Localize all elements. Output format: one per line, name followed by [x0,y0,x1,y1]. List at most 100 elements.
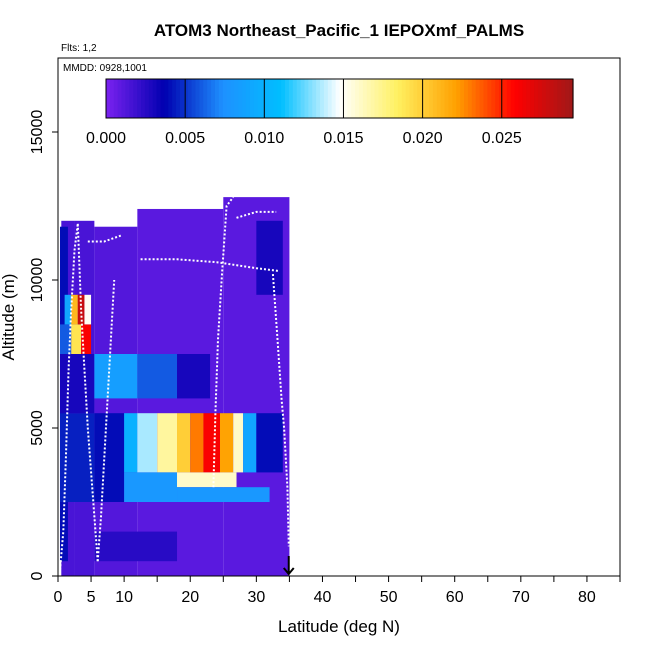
x-tick-label-7: 60 [446,589,464,606]
colorbar-swatch-80 [417,79,422,118]
colorbar-swatch-87 [444,79,450,118]
colorbar-swatch-50 [300,79,306,118]
colorbar-swatch-81 [421,79,426,118]
heatmap-cell-23 [190,413,204,473]
heatmap-cell-7 [59,354,95,414]
heatmap-cell-20 [137,413,158,473]
colorbar-swatch-82 [425,79,430,118]
colorbar-swatch-89 [452,79,457,118]
heatmap-cell-19 [124,413,138,473]
flight-track-segment-2 [96,279,116,562]
colorbar-swatch-71 [382,79,387,118]
x-tick-label-0: 0 [54,589,63,606]
colorbar-swatch-37 [249,79,255,118]
colorbar-swatch-26 [207,79,212,118]
heatmap-cell-18 [94,413,125,502]
colorbar-swatch-8 [137,79,142,118]
colorbar-swatch-17 [172,79,177,118]
colorbar-swatch-108 [526,79,531,118]
colorbar-swatch-46 [285,79,290,118]
heatmap-cell-26 [233,413,244,473]
plot-frame [57,57,621,577]
colorbar-swatch-72 [386,79,391,118]
colorbar-swatch-4 [121,79,127,118]
x-tick-label-6: 50 [380,589,398,606]
colorbar-swatch-0 [106,79,111,118]
heatmap-cell-27 [243,413,257,473]
y-tick-label-3: 15000 [29,110,46,155]
heatmap-cells [59,197,290,577]
colorbar-swatch-16 [168,79,173,118]
colorbar-swatch-117 [561,79,566,118]
x-tick-label-4: 30 [247,589,265,606]
colorbar-swatch-55 [320,79,325,118]
colorbar-swatch-86 [440,79,446,118]
heatmap-cell-22 [177,413,191,473]
flight-track-segment-5 [212,196,235,488]
flight-track-segment-0 [59,223,79,571]
colorbar-swatch-105 [514,79,520,118]
colorbar-swatch-25 [203,79,208,118]
heatmap-cell-33 [256,220,283,295]
colorbar-swatch-78 [409,79,415,118]
x-tick-label-9: 80 [578,589,596,606]
colorbar-swatch-75 [397,79,403,118]
colorbar-swatch-83 [429,79,434,118]
colorbar-swatch-29 [218,79,224,118]
x-tick-label-5: 40 [314,589,332,606]
colorbar-swatch-56 [323,79,329,118]
colorbar-swatch-44 [277,79,282,118]
flight-track-segment-3 [87,234,122,243]
colorbar-swatch-66 [362,79,368,118]
heatmap-cell-31 [177,487,270,502]
y-tick-label-1: 5000 [29,410,46,446]
heatmap-cell-9 [71,324,82,354]
colorbar-swatch-39 [257,79,263,118]
colorbar-swatch-90 [456,79,461,118]
colorbar-swatch-107 [522,79,527,118]
flight-track-segment-1 [76,223,99,562]
colorbar-swatch-27 [211,79,216,118]
colorbar-swatch-73 [390,79,395,118]
x-axis: 0 5 10 20 30 40 50 60 70 80 [54,576,621,606]
heatmap-cell-2 [94,226,138,576]
colorbar-swatch-5 [125,79,130,118]
colorbar-swatch-95 [475,79,481,118]
heatmap-cell-30 [177,472,237,488]
colorbar-swatch-60 [339,79,344,118]
colorbar-swatch-61 [343,79,348,118]
colorbar-swatch-74 [393,79,399,118]
colorbar-swatch-64 [355,79,360,118]
colorbar-swatch-65 [358,79,364,118]
flight-track-segment-4 [140,258,280,273]
colorbar-swatch-104 [510,79,516,118]
colorbar-swatch-113 [545,79,551,118]
colorbar-swatch-109 [530,79,535,118]
flight-track [59,196,290,571]
colorbar-swatch-10 [144,79,150,118]
colorbar-frame [105,78,574,119]
colorbar-tick-label-1: 0.005 [165,130,205,147]
colorbar-swatch-28 [214,79,220,118]
colorbar-swatch-94 [471,79,477,118]
colorbar-swatch-14 [160,79,165,118]
location-marker [282,556,295,576]
y-axis-label: Altitude (m) [0,274,18,361]
colorbar-swatch-42 [269,79,274,118]
colorbar-swatch-119 [569,79,574,118]
colorbar-swatch-63 [351,79,356,118]
heatmap-cell-17 [177,354,211,399]
colorbar-swatch-18 [176,79,181,118]
heatmap-cell-8 [59,324,72,354]
colorbar-swatch-58 [331,79,337,118]
heatmap-cell-15 [94,354,138,399]
heatmap-cell-16 [137,354,178,399]
heatmap-cell-28 [256,413,283,473]
x-axis-label: Latitude (deg N) [278,617,400,636]
colorbar-swatch-84 [432,79,438,118]
colorbar-swatch-102 [502,79,508,118]
colorbar-swatch-116 [557,79,562,118]
colorbar-swatch-19 [179,79,185,118]
colorbar-swatch-3 [117,79,123,118]
